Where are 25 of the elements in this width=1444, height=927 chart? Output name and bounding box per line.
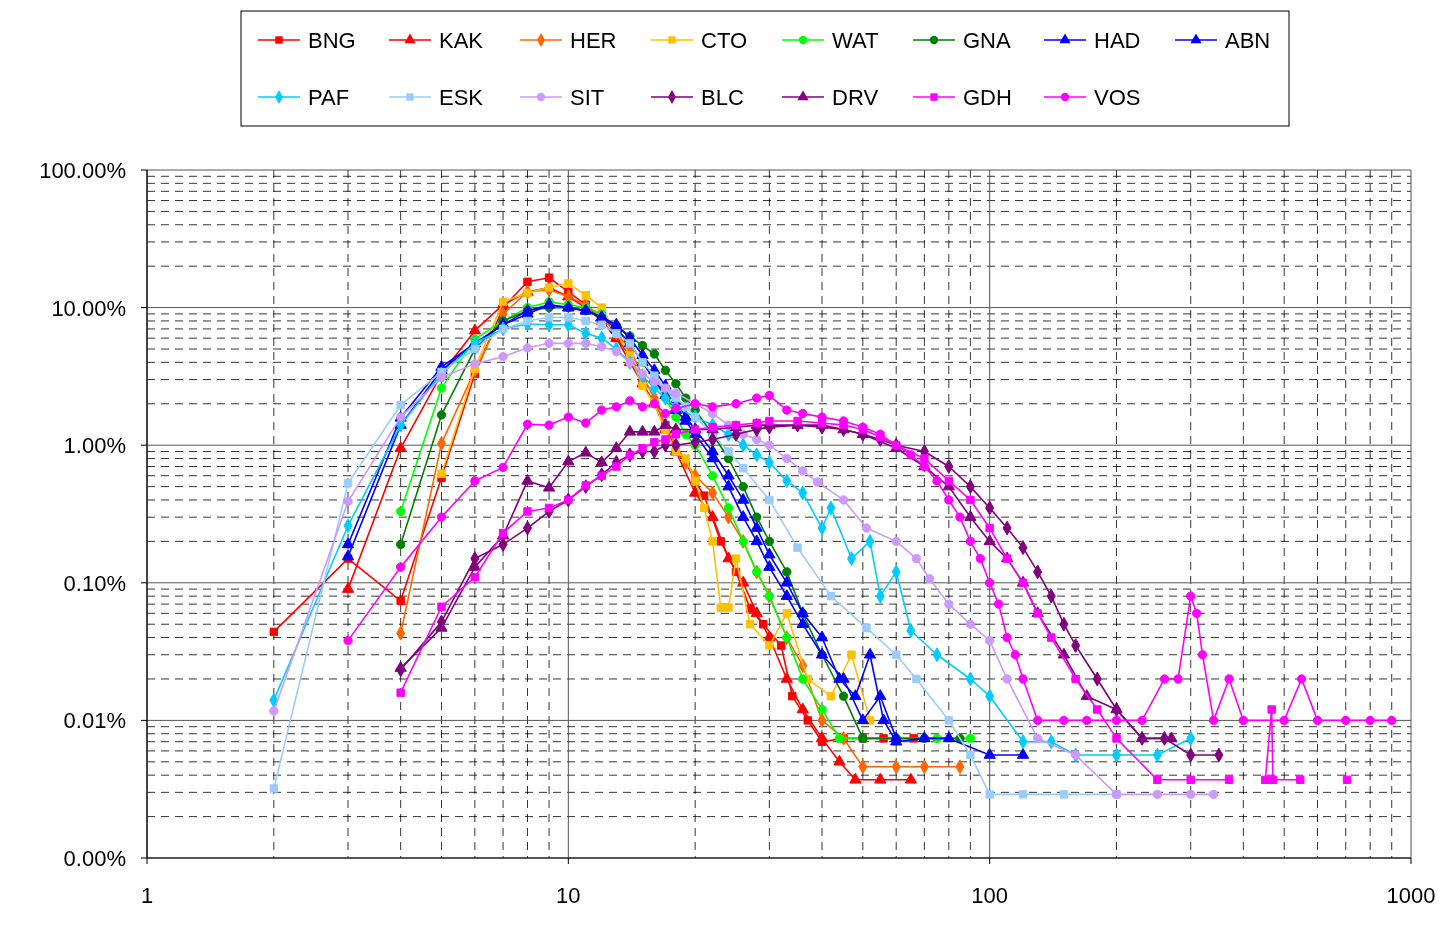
legend-label: VOS [1094, 85, 1141, 110]
y-tick-label: 0.01% [63, 708, 126, 734]
y-tick-label: 10.00% [51, 295, 126, 321]
legend-label: WAT [832, 28, 879, 53]
legend-label: SIT [570, 85, 605, 110]
legend-label: BLC [701, 85, 744, 110]
x-tick-label: 100 [971, 883, 1009, 908]
legend-label: BNG [308, 28, 356, 53]
legend-label: DRV [832, 85, 879, 110]
legend-label: HAD [1094, 28, 1141, 53]
legend-label: HER [570, 28, 617, 53]
y-tick-label: 0.00% [63, 846, 126, 871]
legend-label: GDH [963, 85, 1012, 110]
legend-label: ABN [1225, 28, 1271, 53]
x-tick-label: 1000 [1386, 883, 1436, 908]
legend-label: CTO [701, 28, 748, 53]
legend-label: PAF [308, 85, 350, 110]
x-tick-label: 1 [140, 883, 154, 908]
legend-label: KAK [439, 28, 484, 53]
y-tick-label: 100.00% [39, 158, 126, 183]
y-tick-label: 1.00% [63, 433, 126, 459]
legend-label: ESK [439, 85, 484, 110]
legend-label: GNA [963, 28, 1011, 53]
x-tick-label: 10 [556, 883, 581, 908]
y-tick-label: 0.10% [63, 570, 126, 596]
